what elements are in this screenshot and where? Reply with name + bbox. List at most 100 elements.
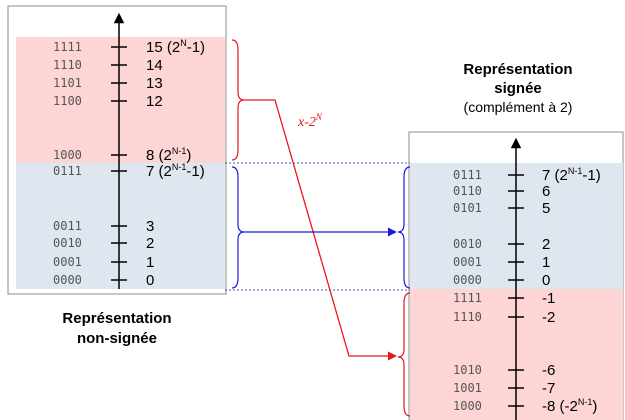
signed-positive-row: 0010 2 bbox=[453, 236, 550, 253]
signed-negative-value: -8 (-2N-1) bbox=[542, 397, 597, 415]
signed-negative-bits: 1010 bbox=[453, 363, 482, 377]
unsigned-negative-value-tail: -1) bbox=[187, 39, 205, 56]
unsigned-negative-bits: 1100 bbox=[53, 94, 82, 108]
unsigned-positive-row: 0011 3 bbox=[53, 218, 154, 235]
red-mapping-arrow bbox=[244, 99, 397, 361]
unsigned-title-line2: non-signée bbox=[77, 330, 157, 347]
signed-positive-value: 2 bbox=[542, 236, 550, 253]
signed-positive-value-text: 0 bbox=[542, 272, 550, 289]
signed-negative-value: -2 bbox=[542, 309, 555, 326]
unsigned-positive-bits: 0010 bbox=[53, 236, 82, 250]
signed-negative-value-text: -7 bbox=[542, 380, 555, 397]
signed-negative-row: 1110 -2 bbox=[453, 309, 555, 326]
unsigned-negative-bits: 1110 bbox=[53, 58, 82, 72]
signed-negative-value: -7 bbox=[542, 380, 555, 397]
signed-positive-value-text: 5 bbox=[542, 200, 550, 217]
unsigned-positive-value: 1 bbox=[146, 254, 154, 271]
signed-negative-value: -6 bbox=[542, 362, 555, 379]
unsigned-positive-value-text: 7 (2 bbox=[146, 163, 172, 180]
signed-positive-value-sup: N-1 bbox=[568, 166, 583, 176]
unsigned-negative-row: 1000 8 (2N-1) bbox=[53, 146, 191, 164]
unsigned-negative-band bbox=[16, 37, 225, 163]
signed-positive-bits: 0110 bbox=[453, 184, 482, 198]
unsigned-positive-bits: 0000 bbox=[53, 273, 82, 287]
signed-negative-bits: 1111 bbox=[453, 291, 482, 305]
signed-negative-row: 1010 -6 bbox=[453, 362, 555, 379]
signed-negative-value-text: -1 bbox=[542, 290, 555, 307]
unsigned-positive-value-text: 1 bbox=[146, 254, 154, 271]
signed-subtitle: (complément à 2) bbox=[464, 99, 573, 115]
unsigned-positive-bits: 0111 bbox=[53, 164, 82, 178]
unsigned-negative-row: 1100 12 bbox=[53, 93, 163, 110]
signed-positive-row: 0110 6 bbox=[453, 183, 550, 200]
signed-positive-value-text: 2 bbox=[542, 236, 550, 253]
unsigned-negative-value-text: 8 (2 bbox=[146, 147, 172, 164]
unsigned-positive-value: 0 bbox=[146, 272, 154, 289]
signed-negative-bits: 1110 bbox=[453, 310, 482, 324]
unsigned-positive-row: 0000 0 bbox=[53, 272, 154, 289]
signed-negative-row: 1001 -7 bbox=[453, 380, 555, 397]
signed-title-line1: Représentation bbox=[463, 61, 572, 78]
unsigned-negative-value-text: 15 (2 bbox=[146, 39, 180, 56]
signed-positive-value: 5 bbox=[542, 200, 550, 217]
unsigned-negative-bits: 1000 bbox=[53, 148, 82, 162]
unsigned-negative-row: 1101 13 bbox=[53, 75, 163, 92]
unsigned-title-line1: Représentation bbox=[62, 310, 171, 327]
unsigned-negative-value: 8 (2N-1) bbox=[146, 146, 191, 164]
signed-positive-value: 6 bbox=[542, 183, 550, 200]
signed-positive-bits: 0001 bbox=[453, 255, 482, 269]
unsigned-positive-value-text: 2 bbox=[146, 235, 154, 252]
signed-negative-value-tail: ) bbox=[592, 398, 597, 415]
unsigned-negative-value-text: 13 bbox=[146, 75, 163, 92]
signed-positive-bits: 0101 bbox=[453, 201, 482, 215]
right-red-brace bbox=[397, 292, 411, 417]
signed-positive-bits: 0111 bbox=[453, 168, 482, 182]
signed-positive-value-text: 7 (2 bbox=[542, 167, 568, 184]
signed-negative-value-text: -8 (-2 bbox=[542, 398, 578, 415]
unsigned-negative-value: 13 bbox=[146, 75, 163, 92]
unsigned-positive-row: 0111 7 (2N-1-1) bbox=[53, 162, 205, 180]
signed-negative-value-text: -2 bbox=[542, 309, 555, 326]
unsigned-positive-row: 0010 2 bbox=[53, 235, 154, 252]
signed-negative-row: 1111 -1 bbox=[453, 290, 555, 307]
unsigned-positive-value-sup: N-1 bbox=[172, 162, 187, 172]
unsigned-frame bbox=[7, 5, 227, 295]
unsigned-positive-bits: 0011 bbox=[53, 219, 82, 233]
unsigned-negative-value-text: 14 bbox=[146, 57, 163, 74]
unsigned-negative-row: 1111 15 (2N-1) bbox=[53, 38, 205, 56]
signed-positive-value: 7 (2N-1-1) bbox=[542, 166, 601, 184]
signed-positive-value: 0 bbox=[542, 272, 550, 289]
signed-positive-row: 0000 0 bbox=[453, 272, 550, 289]
unsigned-positive-value-text: 3 bbox=[146, 218, 154, 235]
signed-negative-bits: 1001 bbox=[453, 381, 482, 395]
unsigned-positive-value: 2 bbox=[146, 235, 154, 252]
unsigned-negative-value: 14 bbox=[146, 57, 163, 74]
unsigned-negative-row: 1110 14 bbox=[53, 57, 163, 74]
signed-negative-value-text: -6 bbox=[542, 362, 555, 379]
signed-title-line2: signée bbox=[494, 80, 542, 97]
signed-positive-row: 0101 5 bbox=[453, 200, 550, 217]
unsigned-positive-value: 7 (2N-1-1) bbox=[146, 162, 205, 180]
signed-positive-bits: 0000 bbox=[453, 273, 482, 287]
unsigned-negative-bits: 1101 bbox=[53, 76, 82, 90]
signed-positive-row: 0111 7 (2N-1-1) bbox=[453, 166, 601, 184]
signed-negative-row: 1000 -8 (-2N-1) bbox=[453, 397, 597, 415]
unsigned-negative-bits: 1111 bbox=[53, 40, 82, 54]
signed-positive-value-tail: -1) bbox=[582, 167, 600, 184]
left-red-brace bbox=[231, 39, 245, 161]
unsigned-positive-bits: 0001 bbox=[53, 255, 82, 269]
unsigned-negative-value: 12 bbox=[146, 93, 163, 110]
right-blue-brace bbox=[397, 166, 411, 289]
signed-positive-value-text: 6 bbox=[542, 183, 550, 200]
mapping-formula: x-2N bbox=[297, 112, 323, 130]
unsigned-negative-value-tail: ) bbox=[186, 147, 191, 164]
unsigned-positive-value: 3 bbox=[146, 218, 154, 235]
unsigned-positive-row: 0001 1 bbox=[53, 254, 154, 271]
signed-negative-value: -1 bbox=[542, 290, 555, 307]
unsigned-negative-value-sup: N-1 bbox=[172, 146, 187, 156]
unsigned-negative-value-text: 12 bbox=[146, 93, 163, 110]
